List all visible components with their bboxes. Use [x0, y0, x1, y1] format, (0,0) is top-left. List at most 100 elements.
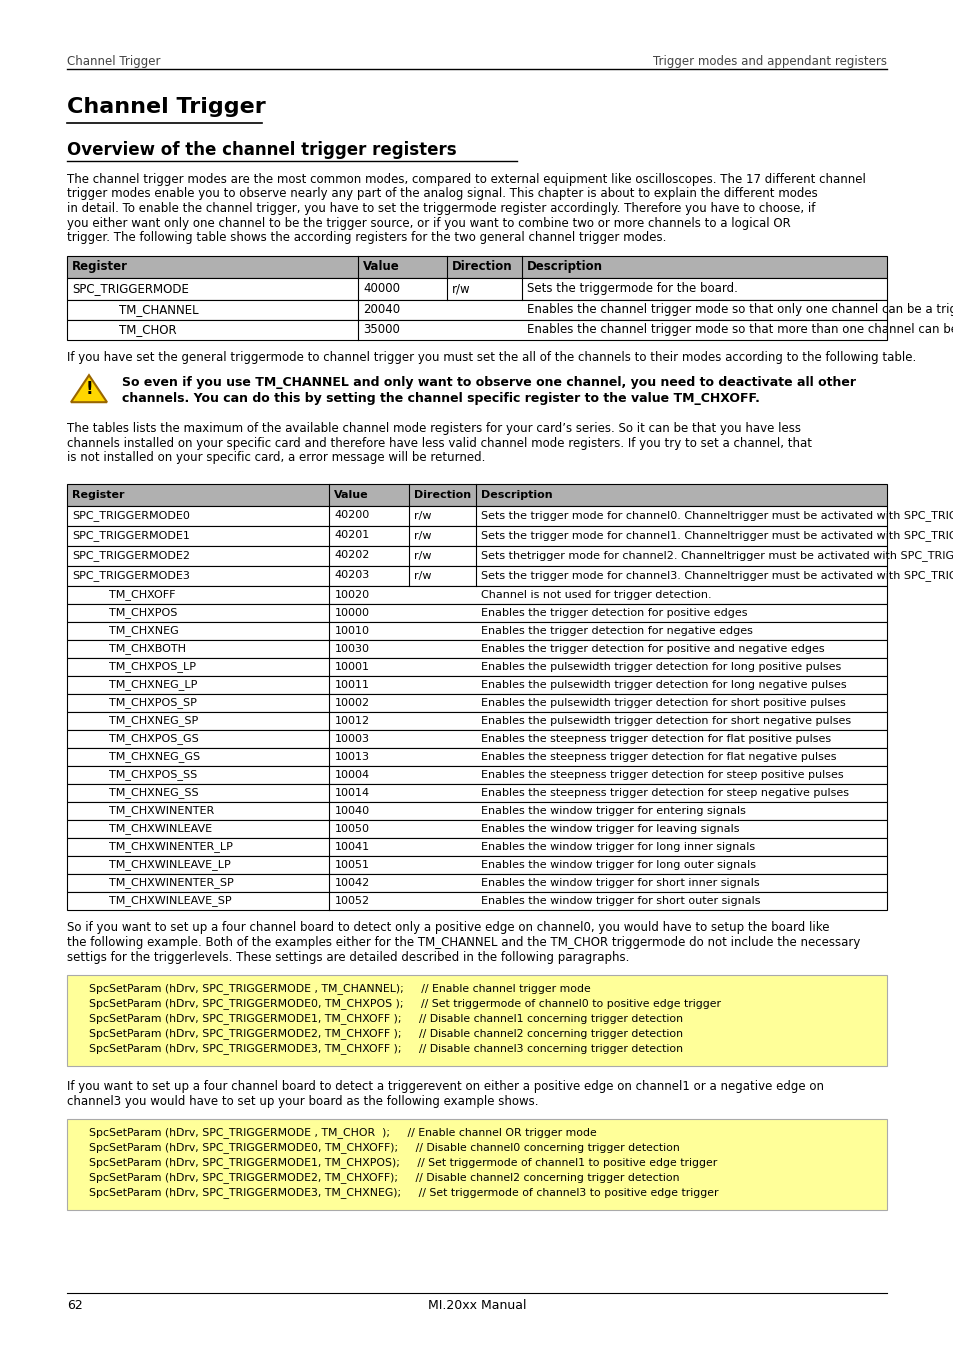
Text: TM_CHXNEG_SP: TM_CHXNEG_SP	[109, 715, 198, 725]
Bar	[67, 747, 886, 766]
Text: SPC_TRIGGERMODE: SPC_TRIGGERMODE	[71, 282, 189, 295]
Text: SpcSetParam (hDrv, SPC_TRIGGERMODE2, TM_CHXOFF );     // Disable channel2 concer: SpcSetParam (hDrv, SPC_TRIGGERMODE2, TM_…	[75, 1028, 682, 1039]
Text: 10050: 10050	[335, 824, 369, 834]
Text: 10052: 10052	[335, 896, 369, 905]
Bar	[67, 505, 886, 526]
Text: Enables the channel trigger mode so that only one channel can be a trigger sourc: Enables the channel trigger mode so that…	[527, 303, 953, 316]
Text: 10001: 10001	[335, 662, 369, 671]
Bar	[67, 820, 886, 838]
Text: in detail. To enable the channel trigger, you have to set the triggermode regist: in detail. To enable the channel trigger…	[67, 203, 815, 215]
Text: Enables the steepness trigger detection for flat positive pulses: Enables the steepness trigger detection …	[480, 734, 830, 743]
Text: Sets thetrigger mode for channel2. Channeltrigger must be activated with SPC_TRI: Sets thetrigger mode for channel2. Chann…	[480, 550, 953, 561]
Bar	[67, 730, 886, 747]
Text: TM_CHXWINENTER_SP: TM_CHXWINENTER_SP	[109, 877, 233, 888]
Text: TM_CHXWINLEAVE_SP: TM_CHXWINLEAVE_SP	[109, 896, 232, 907]
Text: Enables the trigger detection for positive and negative edges: Enables the trigger detection for positi…	[480, 643, 824, 654]
Bar	[67, 639, 886, 658]
Text: 20040: 20040	[363, 303, 400, 316]
Text: Value: Value	[363, 259, 399, 273]
Text: 40201: 40201	[335, 531, 369, 540]
Bar	[67, 621, 886, 639]
Bar	[67, 585, 886, 604]
Text: Sets the trigger mode for channel3. Channeltrigger must be activated with SPC_TR: Sets the trigger mode for channel3. Chan…	[480, 570, 953, 581]
Text: 10000: 10000	[335, 608, 369, 617]
Bar	[67, 566, 886, 585]
Text: 10051: 10051	[335, 859, 369, 870]
Text: 40200: 40200	[335, 511, 369, 520]
Text: 10002: 10002	[335, 697, 369, 708]
Text: So even if you use TM_CHANNEL and only want to observe one channel, you need to : So even if you use TM_CHANNEL and only w…	[122, 376, 855, 389]
Text: SpcSetParam (hDrv, SPC_TRIGGERMODE , TM_CHOR  );     // Enable channel OR trigge: SpcSetParam (hDrv, SPC_TRIGGERMODE , TM_…	[75, 1127, 597, 1138]
Text: Direction: Direction	[451, 259, 512, 273]
Text: SpcSetParam (hDrv, SPC_TRIGGERMODE1, TM_CHXOFF );     // Disable channel1 concer: SpcSetParam (hDrv, SPC_TRIGGERMODE1, TM_…	[75, 1013, 682, 1024]
Text: Sets the triggermode for the board.: Sets the triggermode for the board.	[527, 282, 738, 295]
Text: SPC_TRIGGERMODE3: SPC_TRIGGERMODE3	[71, 570, 190, 581]
Text: Enables the channel trigger mode so that more than one channel can be a trigger : Enables the channel trigger mode so that…	[527, 323, 953, 336]
Text: Direction: Direction	[414, 489, 471, 500]
Bar	[67, 604, 886, 621]
Text: TM_CHXPOS_GS: TM_CHXPOS_GS	[109, 734, 198, 744]
Text: TM_CHXBOTH: TM_CHXBOTH	[109, 643, 186, 654]
Text: SpcSetParam (hDrv, SPC_TRIGGERMODE0, TM_CHXOFF);     // Disable channel0 concern: SpcSetParam (hDrv, SPC_TRIGGERMODE0, TM_…	[75, 1142, 679, 1152]
Text: The channel trigger modes are the most common modes, compared to external equipm: The channel trigger modes are the most c…	[67, 173, 865, 186]
Text: r/w: r/w	[414, 550, 431, 561]
Text: the following example. Both of the examples either for the TM_CHANNEL and the TM: the following example. Both of the examp…	[67, 936, 860, 948]
Text: Enables the window trigger for long outer signals: Enables the window trigger for long oute…	[480, 859, 756, 870]
Text: channels. You can do this by setting the channel specific register to the value : channels. You can do this by setting the…	[122, 392, 760, 405]
Text: SPC_TRIGGERMODE0: SPC_TRIGGERMODE0	[71, 511, 190, 521]
Text: Sets the trigger mode for channel1. Channeltrigger must be activated with SPC_TR: Sets the trigger mode for channel1. Chan…	[480, 530, 953, 540]
Text: Sets the trigger mode for channel0. Channeltrigger must be activated with SPC_TR: Sets the trigger mode for channel0. Chan…	[480, 511, 953, 521]
Text: Enables the pulsewidth trigger detection for short negative pulses: Enables the pulsewidth trigger detection…	[480, 716, 850, 725]
Text: 10042: 10042	[335, 878, 369, 888]
Text: TM_CHXNEG: TM_CHXNEG	[109, 626, 178, 636]
Text: If you have set the general triggermode to channel trigger you must set the all : If you have set the general triggermode …	[67, 351, 915, 365]
Text: 10012: 10012	[335, 716, 369, 725]
Text: trigger. The following table shows the according registers for the two general c: trigger. The following table shows the a…	[67, 231, 666, 245]
Text: 10004: 10004	[335, 770, 369, 780]
Text: TM_CHXPOS: TM_CHXPOS	[109, 607, 177, 617]
Text: Enables the steepness trigger detection for flat negative pulses: Enables the steepness trigger detection …	[480, 751, 836, 762]
Text: TM_CHXWINLEAVE: TM_CHXWINLEAVE	[109, 823, 212, 834]
Text: Register: Register	[71, 489, 125, 500]
Text: TM_CHXNEG_LP: TM_CHXNEG_LP	[109, 680, 197, 690]
Bar	[67, 766, 886, 784]
Bar	[67, 484, 886, 505]
Bar	[67, 855, 886, 874]
Bar	[67, 712, 886, 730]
Bar	[67, 801, 886, 820]
Text: Enables the steepness trigger detection for steep negative pulses: Enables the steepness trigger detection …	[480, 788, 848, 797]
Text: 35000: 35000	[363, 323, 399, 336]
Text: channel3 you would have to set up your board as the following example shows.: channel3 you would have to set up your b…	[67, 1094, 537, 1108]
Text: 62: 62	[67, 1300, 83, 1312]
Text: 10040: 10040	[335, 805, 369, 816]
Text: Description: Description	[480, 489, 552, 500]
Text: !: !	[85, 380, 92, 397]
Text: TM_CHXWINLEAVE_LP: TM_CHXWINLEAVE_LP	[109, 859, 231, 870]
Text: Enables the window trigger for leaving signals: Enables the window trigger for leaving s…	[480, 824, 739, 834]
Text: Enables the pulsewidth trigger detection for long negative pulses: Enables the pulsewidth trigger detection…	[480, 680, 846, 689]
Text: 10041: 10041	[335, 842, 369, 851]
Text: 40203: 40203	[335, 570, 369, 581]
Text: 10011: 10011	[335, 680, 369, 689]
Text: SpcSetParam (hDrv, SPC_TRIGGERMODE , TM_CHANNEL);     // Enable channel trigger : SpcSetParam (hDrv, SPC_TRIGGERMODE , TM_…	[75, 984, 590, 994]
Bar	[67, 255, 886, 277]
Text: The tables lists the maximum of the available channel mode registers for your ca: The tables lists the maximum of the avai…	[67, 422, 801, 435]
Text: TM_CHANNEL: TM_CHANNEL	[119, 303, 198, 316]
Text: Enables the window trigger for long inner signals: Enables the window trigger for long inne…	[480, 842, 755, 851]
Text: So if you want to set up a four channel board to detect only a positive edge on : So if you want to set up a four channel …	[67, 921, 828, 935]
Text: 10014: 10014	[335, 788, 369, 797]
Bar	[67, 975, 886, 1066]
Text: TM_CHXPOS_SS: TM_CHXPOS_SS	[109, 769, 197, 780]
Bar	[67, 319, 886, 339]
Text: Enables the trigger detection for negative edges: Enables the trigger detection for negati…	[480, 626, 752, 635]
Text: SPC_TRIGGERMODE2: SPC_TRIGGERMODE2	[71, 550, 190, 561]
Text: r/w: r/w	[414, 531, 431, 540]
Text: you either want only one channel to be the trigger source, or if you want to com: you either want only one channel to be t…	[67, 216, 790, 230]
Bar	[67, 693, 886, 712]
Text: r/w: r/w	[414, 570, 431, 581]
Text: channels installed on your specific card and therefore have less valid channel m: channels installed on your specific card…	[67, 436, 811, 450]
Text: Enables the pulsewidth trigger detection for long positive pulses: Enables the pulsewidth trigger detection…	[480, 662, 841, 671]
Text: TM_CHXOFF: TM_CHXOFF	[109, 589, 175, 600]
Text: If you want to set up a four channel board to detect a triggerevent on either a : If you want to set up a four channel boa…	[67, 1079, 823, 1093]
Bar	[67, 676, 886, 693]
